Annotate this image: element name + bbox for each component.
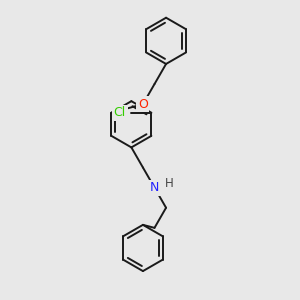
Text: N: N: [150, 181, 159, 194]
Text: H: H: [165, 176, 174, 190]
Text: Cl: Cl: [114, 106, 126, 119]
Text: O: O: [138, 98, 148, 111]
